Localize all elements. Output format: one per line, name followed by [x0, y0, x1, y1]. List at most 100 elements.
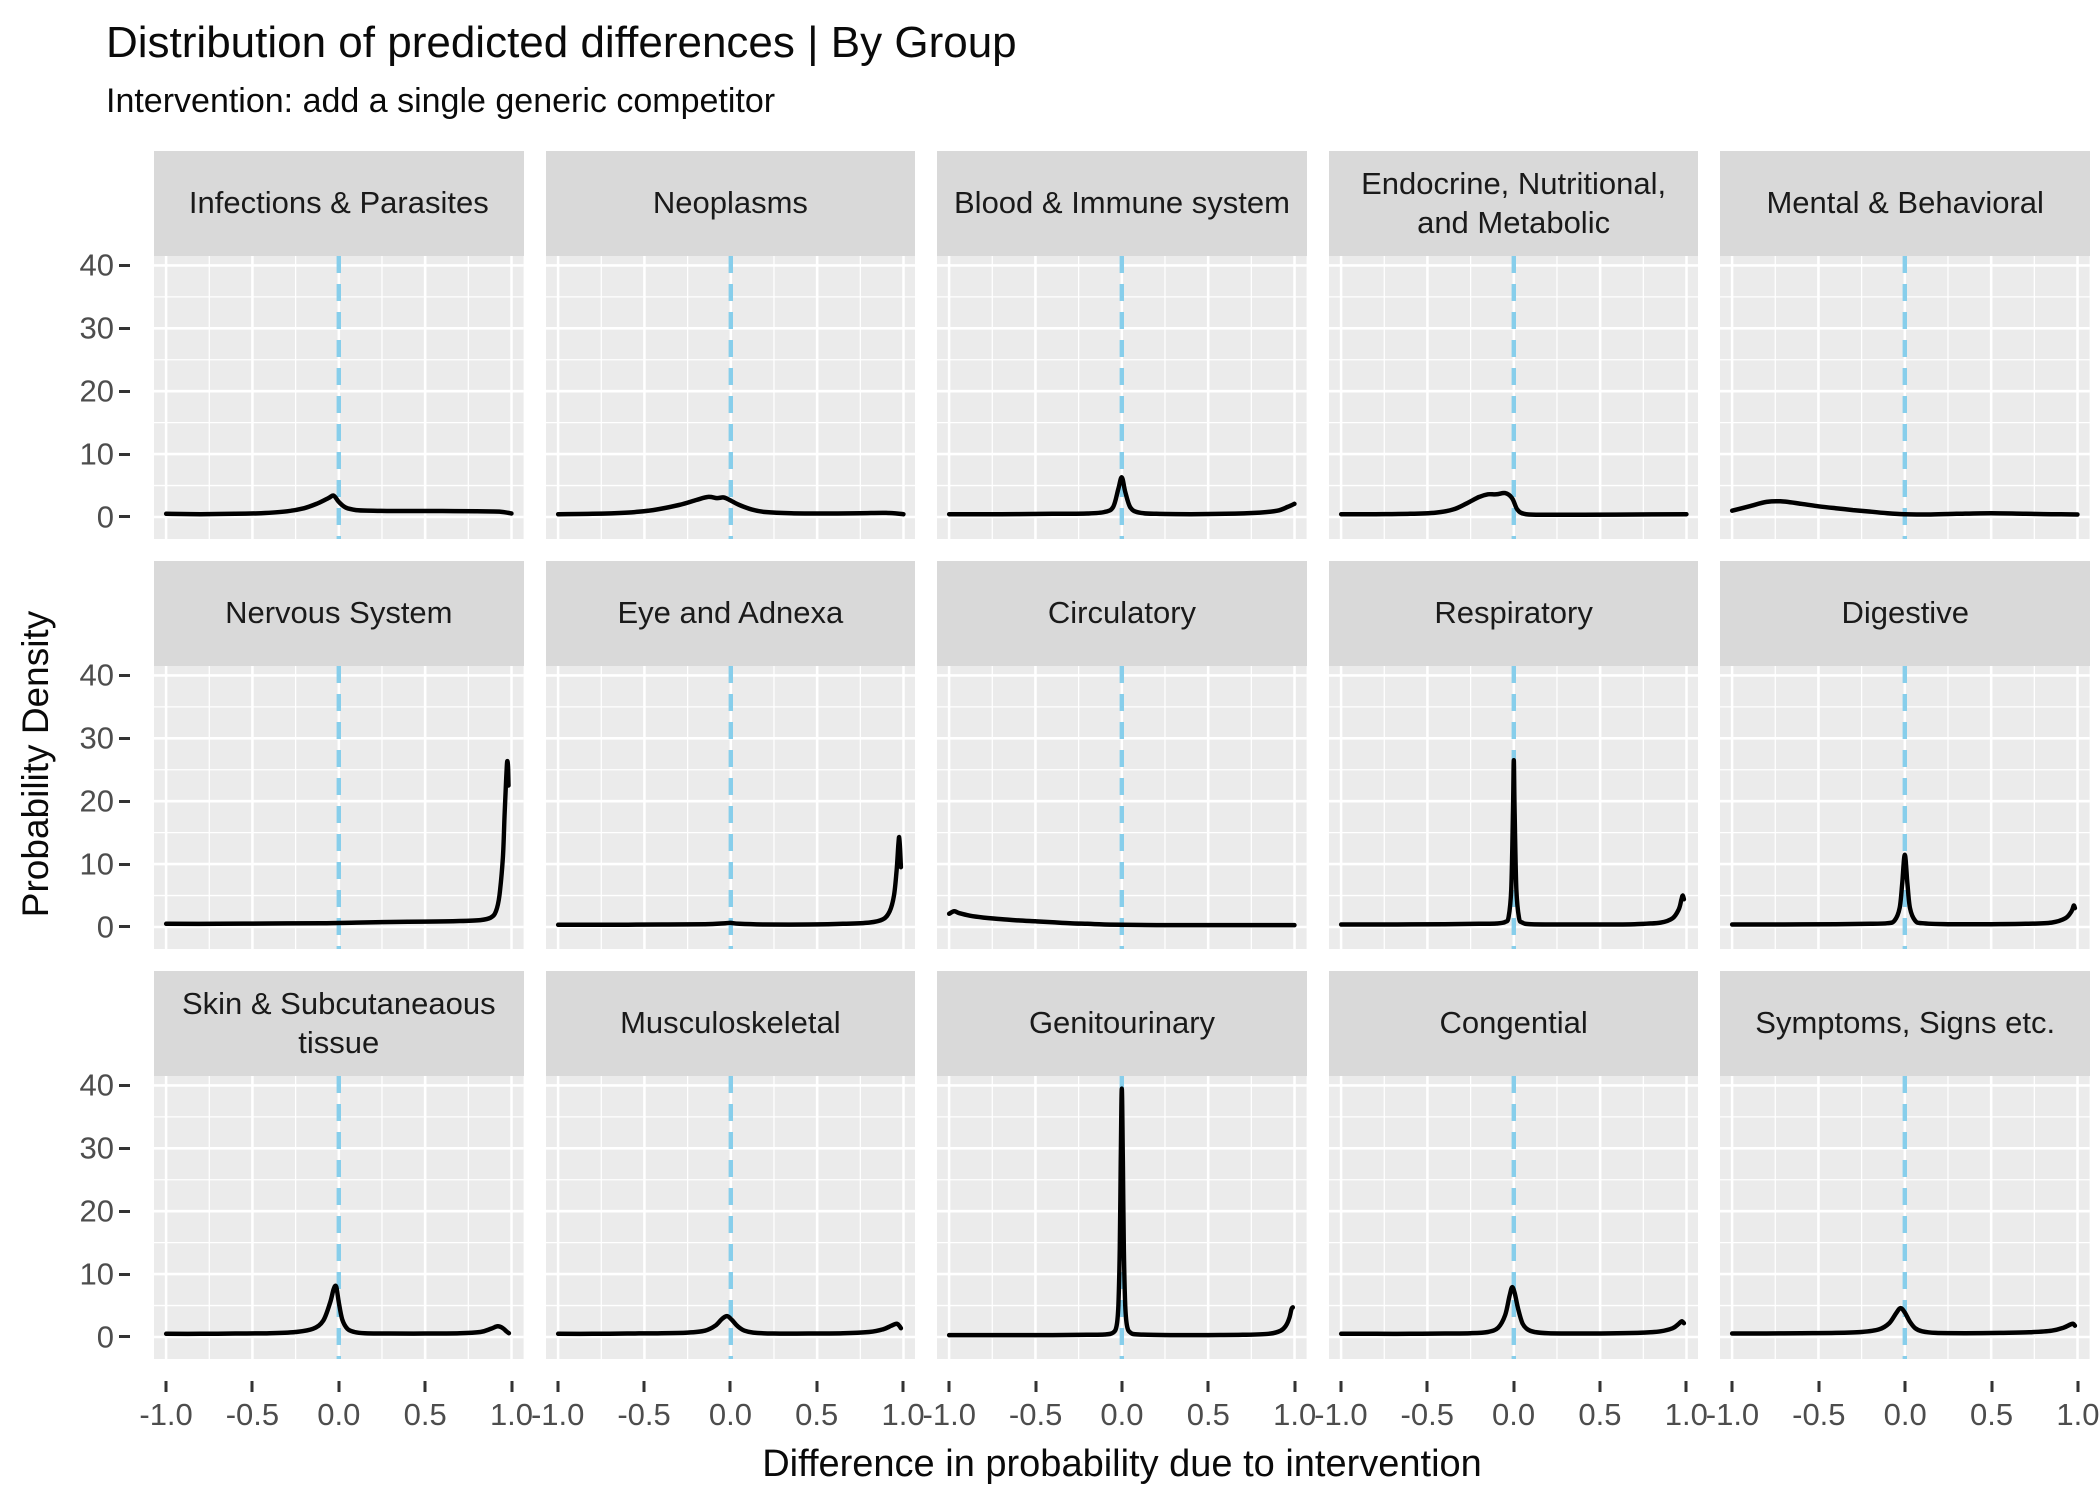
- x-tick-label: 0.0: [1492, 1397, 1536, 1432]
- facet-strip-label: Skin & Subcutaneaous tissue: [181, 985, 496, 1060]
- facet-cell: Congential: [1328, 971, 1699, 1359]
- x-tick-mark: [1425, 1381, 1429, 1392]
- x-tick-label: -1.0: [922, 1397, 976, 1432]
- facet-panel: [937, 1076, 1307, 1359]
- facet-panel: [545, 666, 916, 949]
- y-tick-label: 0: [96, 499, 114, 535]
- x-tick-label: -0.5: [225, 1397, 280, 1432]
- facet-strip-label: Digestive: [1841, 595, 1969, 631]
- facet-cell: Neoplasms: [545, 151, 916, 539]
- facet-strip: Digestive: [1720, 561, 2090, 666]
- y-axis-ticks: 40 30 20 10 0: [62, 151, 132, 539]
- facet-strip: Blood & Immune system: [937, 151, 1307, 256]
- x-tick-label: 0.5: [1578, 1397, 1622, 1432]
- facet-strip: Symptoms, Signs etc.: [1720, 971, 2090, 1076]
- x-tick-label: 0.0: [1100, 1397, 1144, 1432]
- x-tick-label: -1.0: [1705, 1397, 1760, 1432]
- y-axis-title: Probability Density: [10, 151, 62, 1486]
- x-tick-label: 1.0: [1664, 1397, 1708, 1432]
- y-tick-mark: [119, 1146, 130, 1150]
- x-tick-mark: [1684, 1381, 1688, 1392]
- y-tick-mark: [119, 326, 130, 330]
- x-tick-mark: [901, 1381, 905, 1392]
- facet-panel: [1720, 666, 2090, 949]
- density-curve: [555, 494, 906, 517]
- facet-strip: Mental & Behavioral: [1720, 151, 2090, 256]
- density-curve: [1730, 852, 2078, 927]
- facet-row: 40 30 20 10 0 Infections & Parasites Neoplasms…: [62, 151, 2090, 539]
- facet-panel: [1720, 1076, 2090, 1359]
- y-tick-label: 0: [96, 909, 114, 945]
- x-tick-mark: [164, 1381, 168, 1392]
- facet-strip: Genitourinary: [937, 971, 1307, 1076]
- density-curve: [947, 475, 1297, 517]
- x-axis-spacer: [62, 1381, 132, 1439]
- facet-panel: [1328, 256, 1699, 539]
- y-tick-label: 20: [79, 373, 114, 409]
- facet-strip-label: Neoplasms: [652, 185, 808, 221]
- facet-cell: Nervous System: [154, 561, 524, 949]
- facet-strip: Circulatory: [937, 561, 1307, 666]
- density-curve: [1730, 498, 2081, 517]
- x-axis-row: -1.0 -0.5 0.0 0.5 1.0 -1.0 -0.5 0.0 0.5 1.0 -1.0 -0…: [62, 1381, 2099, 1439]
- facet-cell: Symptoms, Signs etc.: [1720, 971, 2090, 1359]
- x-tick-label: -0.5: [617, 1397, 671, 1432]
- facet-strip: Skin & Subcutaneaous tissue: [154, 971, 524, 1076]
- facet-panel: [937, 256, 1307, 539]
- facet-strip-label: Infections & Parasites: [188, 185, 489, 221]
- x-tick-mark: [1730, 1381, 1734, 1392]
- x-tick-label: -1.0: [1314, 1397, 1368, 1432]
- y-tick-label: 10: [79, 1256, 114, 1292]
- y-tick-mark: [119, 452, 130, 456]
- y-tick-label: 20: [79, 1193, 114, 1229]
- y-axis-ticks: 40 30 20 10 0: [62, 971, 132, 1359]
- x-tick-mark: [1598, 1381, 1602, 1392]
- y-tick-mark: [119, 736, 130, 740]
- x-tick-mark: [642, 1381, 646, 1392]
- facet-strip-label: Mental & Behavioral: [1766, 185, 2044, 221]
- facet-strip-label: Eye and Adnexa: [617, 595, 844, 631]
- x-tick-label: 0.0: [708, 1397, 752, 1432]
- facet-cell: Endocrine, Nutritional, and Metabolic: [1328, 151, 1699, 539]
- x-tick-mark: [423, 1381, 427, 1392]
- y-axis-title-text: Probability Density: [15, 610, 56, 917]
- facet-strip-label: Congential: [1439, 1005, 1588, 1041]
- facet-grid: 40 30 20 10 0 Infections & Parasites Neoplasms…: [62, 151, 2099, 1486]
- y-tick-label: 30: [79, 1130, 114, 1166]
- facet-panel: [154, 666, 524, 949]
- y-tick-label: 10: [79, 436, 114, 472]
- x-tick-mark: [1120, 1381, 1124, 1392]
- facet-panel: [1328, 666, 1699, 949]
- x-tick-mark: [1339, 1381, 1343, 1392]
- density-curve: [1338, 490, 1689, 518]
- x-tick-label: 0.0: [317, 1397, 361, 1432]
- density-curve: [163, 493, 514, 517]
- facet-strip-label: Genitourinary: [1028, 1005, 1216, 1041]
- facet-strip: Musculoskeletal: [545, 971, 916, 1076]
- x-tick-label: -0.5: [1008, 1397, 1063, 1432]
- y-tick-mark: [119, 862, 130, 866]
- x-tick-label: -0.5: [1792, 1397, 1846, 1432]
- facet-cell: Respiratory: [1328, 561, 1699, 949]
- facet-strip-label: Nervous System: [225, 595, 453, 631]
- x-axis-ticks: -1.0 -0.5 0.0 0.5 1.0: [1706, 1381, 2099, 1439]
- x-tick-label: -1.0: [139, 1397, 193, 1432]
- plot-area: Probability Density 40 30 20 10 0 Infections …: [10, 151, 2099, 1486]
- density-curve: [555, 1313, 903, 1337]
- facet-cell: Circulatory: [937, 561, 1307, 949]
- facet-strip-label: Circulatory: [1047, 595, 1197, 631]
- x-tick-mark: [556, 1381, 560, 1392]
- facet-strip-label: Endocrine, Nutritional, and Metabolic: [1361, 165, 1667, 240]
- x-tick-mark: [250, 1381, 254, 1392]
- x-tick-label: -0.5: [1400, 1397, 1454, 1432]
- density-curve: [163, 1283, 512, 1337]
- facet-panel: [545, 1076, 916, 1359]
- x-axis-title: Difference in probability due to interve…: [762, 1443, 1482, 1485]
- facet-cell: Eye and Adnexa: [545, 561, 916, 949]
- facet-strip-label: Symptoms, Signs etc.: [1755, 1005, 2056, 1041]
- x-tick-mark: [1034, 1381, 1038, 1392]
- density-curve: [1338, 1285, 1686, 1337]
- x-tick-label: 1.0: [2056, 1397, 2100, 1432]
- x-tick-mark: [1293, 1381, 1297, 1392]
